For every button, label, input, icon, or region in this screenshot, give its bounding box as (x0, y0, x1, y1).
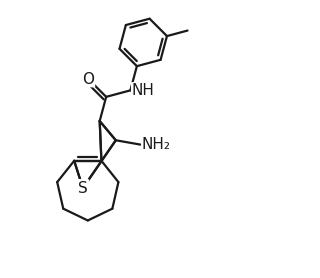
Text: S: S (78, 180, 88, 195)
Text: NH: NH (132, 83, 155, 98)
Text: NH₂: NH₂ (142, 137, 171, 152)
Text: O: O (83, 72, 94, 87)
